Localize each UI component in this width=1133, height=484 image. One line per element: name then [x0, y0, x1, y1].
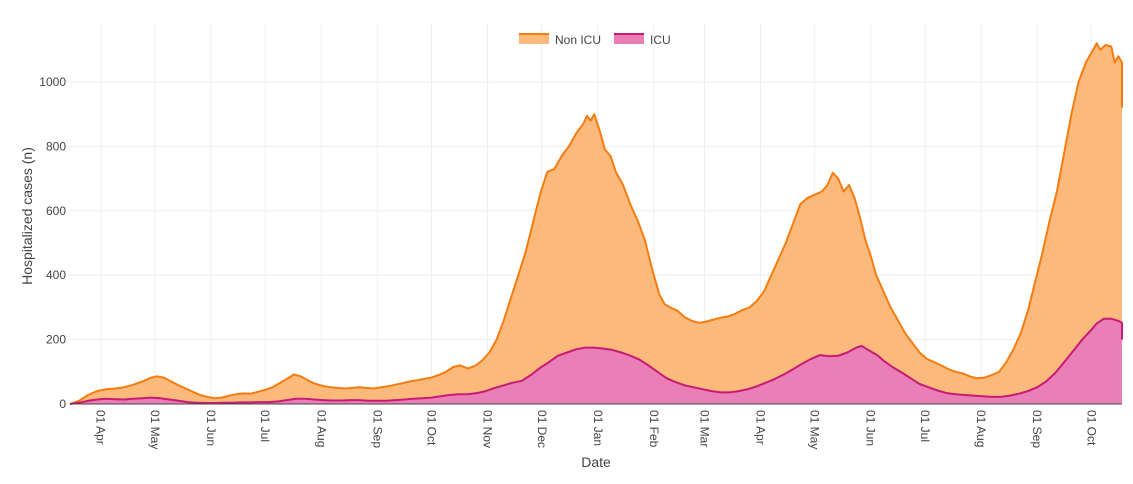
y-tick-label: 800: [46, 139, 66, 153]
x-tick-label: 01 Mar: [697, 410, 711, 447]
y-axis-title: Hospitalized cases (n): [19, 147, 35, 285]
series-area-non-icu: [70, 43, 1122, 405]
legend: Non ICU ICU: [519, 33, 671, 47]
x-tick-label: 01 Apr: [94, 410, 108, 445]
y-tick-label: 0: [59, 397, 66, 411]
x-axis-title: Date: [581, 454, 611, 470]
y-tick-label: 1000: [39, 75, 66, 89]
x-tick-label: 01 Nov: [481, 410, 495, 448]
y-tick-label: 600: [46, 204, 66, 218]
legend-label-non-icu: Non ICU: [555, 33, 601, 47]
x-tick-label: 01 Oct: [1084, 410, 1098, 446]
x-tick-label: 01 Aug: [974, 410, 988, 447]
y-axis: 0 200 400 600 800 1000: [39, 75, 66, 411]
legend-label-icu: ICU: [650, 33, 671, 47]
y-tick-label: 400: [46, 268, 66, 282]
x-tick-label: 01 Sep: [1030, 410, 1044, 448]
series-area-icu: [70, 318, 1122, 404]
legend-item-icu[interactable]: ICU: [614, 33, 671, 47]
legend-item-non-icu[interactable]: Non ICU: [519, 33, 601, 47]
x-tick-label: 01 Jul: [258, 410, 272, 442]
x-tick-label: 01 Apr: [753, 410, 767, 445]
x-tick-label: 01 Aug: [314, 410, 328, 447]
series-line-non-icu: [69, 42, 1123, 405]
x-axis: 01 Apr 01 May 01 Jun 01 Jul 01 Aug 01 Sep 01 O…: [94, 410, 1099, 449]
x-tick-label: 01 Oct: [425, 410, 439, 446]
legend-swatch-icu: [614, 34, 644, 44]
x-tick-label: 01 Feb: [647, 410, 661, 448]
x-tick-label: 01 Jun: [864, 410, 878, 446]
series-areas: [69, 42, 1123, 405]
x-tick-label: 01 Sep: [370, 410, 384, 448]
x-tick-label: 01 May: [808, 410, 822, 449]
y-tick-label: 200: [46, 333, 66, 347]
x-tick-label: 01 May: [148, 410, 162, 449]
series-line-icu: [69, 317, 1123, 405]
x-tick-label: 01 Dec: [535, 410, 549, 448]
x-tick-label: 01 Jul: [918, 410, 932, 442]
legend-swatch-non-icu: [519, 34, 549, 44]
x-tick-label: 01 Jun: [204, 410, 218, 446]
x-tick-label: 01 Jan: [591, 410, 605, 446]
